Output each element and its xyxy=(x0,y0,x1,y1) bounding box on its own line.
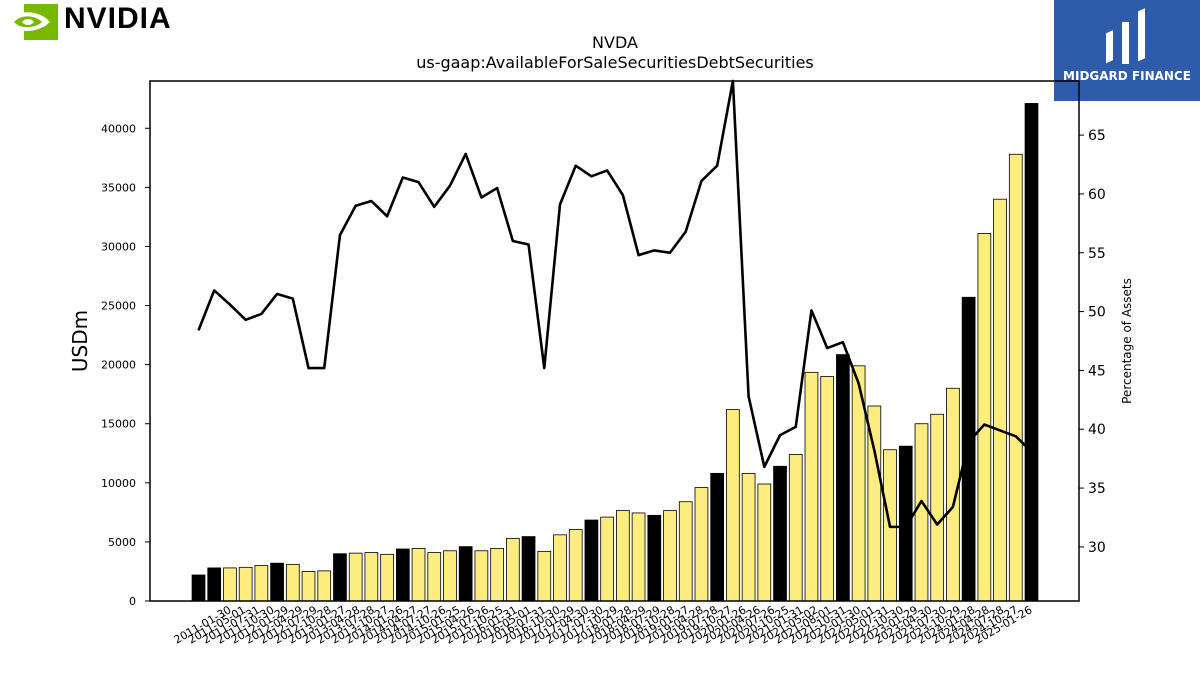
y-tick-label: 20000 xyxy=(101,359,136,372)
bar xyxy=(600,516,614,602)
y2-axis-label: Percentage of Assets xyxy=(1120,278,1134,404)
partner-emblem-icon xyxy=(1106,8,1145,64)
y2-tick-label: 50 xyxy=(1088,305,1106,321)
y-axis-right: 30 35 40 45 50 55 60 65 xyxy=(1079,128,1106,556)
y-tick-label: 0 xyxy=(129,595,136,608)
bar xyxy=(223,567,237,602)
bar xyxy=(238,566,253,602)
bar xyxy=(568,529,583,602)
y-tick-label: 25000 xyxy=(101,300,136,313)
bar xyxy=(505,537,520,602)
bar xyxy=(993,198,1007,602)
x-axis: 2011-01-302011-05-012011-07-312011-10-30… xyxy=(172,603,1035,646)
bar xyxy=(1024,103,1039,602)
bar xyxy=(474,550,489,602)
bar xyxy=(710,472,725,602)
bar xyxy=(961,296,976,602)
chart-title: NVDA xyxy=(592,33,638,52)
bar xyxy=(694,487,709,602)
y2-tick-label: 55 xyxy=(1088,246,1106,262)
y-tick-label: 5000 xyxy=(108,536,136,549)
bar xyxy=(836,354,850,602)
y-axis-label: USDm xyxy=(68,310,92,372)
bar xyxy=(663,510,677,602)
y-tick-label: 35000 xyxy=(101,181,136,194)
bar xyxy=(631,512,646,602)
bar xyxy=(977,233,992,602)
bar xyxy=(301,571,316,602)
series-line xyxy=(197,79,1033,529)
bar xyxy=(726,409,740,602)
bar xyxy=(443,550,457,602)
y-tick-label: 10000 xyxy=(101,477,136,490)
bar xyxy=(584,519,599,602)
bar xyxy=(270,562,284,602)
bar xyxy=(254,565,269,602)
y-tick-label: 30000 xyxy=(101,240,136,253)
bar xyxy=(333,553,347,602)
line-layer xyxy=(197,79,1033,529)
bar xyxy=(914,423,929,602)
bar xyxy=(553,534,567,602)
bar xyxy=(898,445,913,602)
bar xyxy=(741,472,756,602)
bar xyxy=(678,501,693,602)
y2-tick-label: 30 xyxy=(1088,540,1106,556)
y-axis-left: 0 5000 10000 15000 20000 25000 30000 35000 40000 xyxy=(101,122,150,608)
partner-name: MIDGARD FINANCE xyxy=(1063,69,1191,83)
bar xyxy=(207,567,222,602)
y2-tick-label: 40 xyxy=(1088,422,1106,438)
y2-tick-label: 65 xyxy=(1088,128,1106,144)
bar xyxy=(930,413,945,602)
bar xyxy=(616,510,630,602)
company-logo-text: NVIDIA xyxy=(64,2,172,35)
bar xyxy=(820,376,835,602)
y2-tick-label: 35 xyxy=(1088,481,1106,497)
bar xyxy=(411,548,426,602)
bar xyxy=(1008,153,1023,602)
y-tick-label: 15000 xyxy=(101,418,136,431)
bar xyxy=(537,550,552,602)
bar xyxy=(804,371,819,602)
bar xyxy=(788,454,803,602)
bar xyxy=(317,570,332,602)
bar xyxy=(285,563,300,602)
bar xyxy=(946,387,960,602)
bar xyxy=(348,552,363,602)
bar xyxy=(773,465,787,602)
bar xyxy=(490,548,504,602)
bars-layer xyxy=(191,103,1039,602)
bar xyxy=(458,546,473,602)
y-tick-label: 40000 xyxy=(101,122,136,135)
bar xyxy=(521,536,536,602)
bar xyxy=(427,552,442,602)
y2-tick-label: 45 xyxy=(1088,363,1106,379)
bar xyxy=(380,553,394,602)
bar xyxy=(395,548,410,602)
bar xyxy=(364,552,379,602)
chart-subtitle: us-gaap:AvailableForSaleSecuritiesDebtSe… xyxy=(416,53,814,72)
bar xyxy=(191,574,206,602)
bar xyxy=(757,483,772,602)
plot-frame xyxy=(149,80,1080,602)
nvidia-logo xyxy=(6,4,58,40)
bar xyxy=(647,514,662,602)
y2-tick-label: 60 xyxy=(1088,187,1106,203)
